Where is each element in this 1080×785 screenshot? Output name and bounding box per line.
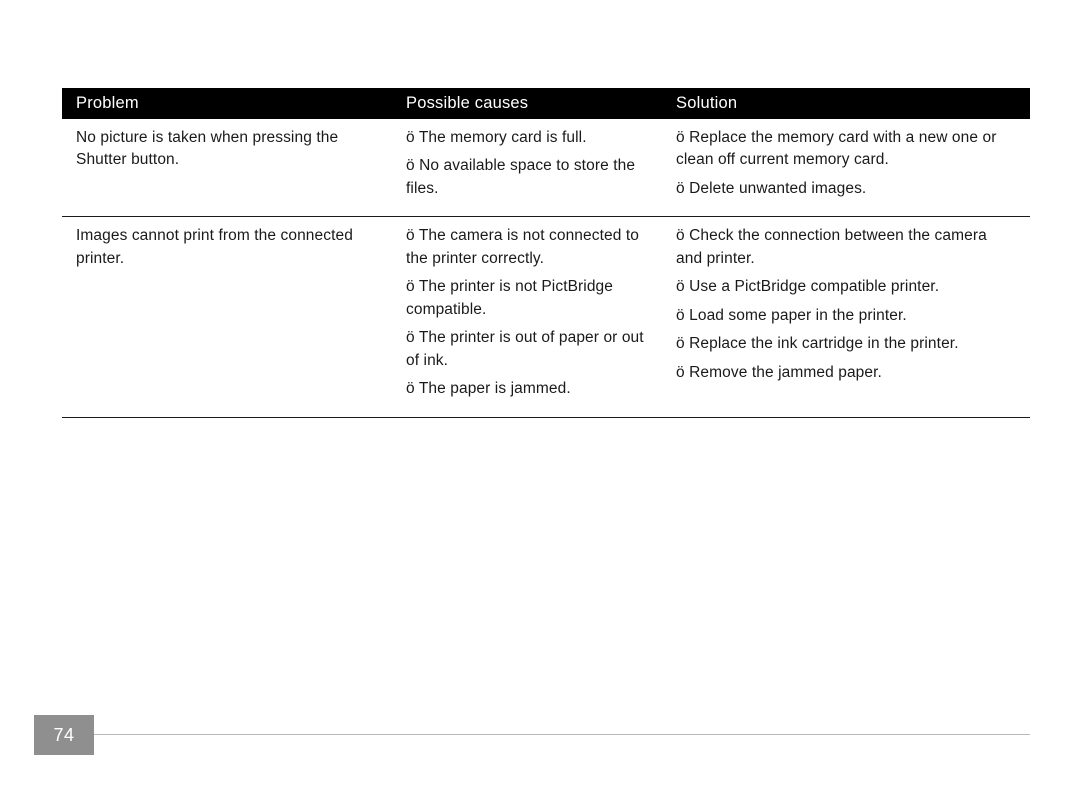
page-number: 74 <box>53 725 74 746</box>
cause-item: ö The printer is out of paper or out of … <box>406 327 648 372</box>
solution-item: ö Replace the ink cartridge in the print… <box>676 333 1016 355</box>
header-problem: Problem <box>62 88 392 119</box>
header-causes: Possible causes <box>392 88 662 119</box>
cell-causes: ö The camera is not connected to the pri… <box>392 217 662 417</box>
page-footer: 74 <box>0 715 1080 755</box>
solution-item: ö Delete unwanted images. <box>676 178 1016 200</box>
table-header-row: Problem Possible causes Solution <box>62 88 1030 119</box>
cell-solution: ö Replace the memory card with a new one… <box>662 119 1030 217</box>
solution-item: ö Use a PictBridge compatible printer. <box>676 276 1016 298</box>
cause-item: ö The printer is not PictBridge compatib… <box>406 276 648 321</box>
cause-item: ö The paper is jammed. <box>406 378 648 400</box>
cause-item: ö No available space to store the files. <box>406 155 648 200</box>
table-row: Images cannot print from the connected p… <box>62 217 1030 417</box>
cell-problem: No picture is taken when pressing the Sh… <box>62 119 392 217</box>
cell-causes: ö The memory card is full. ö No availabl… <box>392 119 662 217</box>
cell-problem: Images cannot print from the connected p… <box>62 217 392 417</box>
header-solution: Solution <box>662 88 1030 119</box>
cell-solution: ö Check the connection between the camer… <box>662 217 1030 417</box>
solution-item: ö Remove the jammed paper. <box>676 362 1016 384</box>
solution-item: ö Replace the memory card with a new one… <box>676 127 1016 172</box>
troubleshooting-table: Problem Possible causes Solution No pict… <box>62 88 1030 418</box>
troubleshooting-page: Problem Possible causes Solution No pict… <box>0 0 1080 418</box>
page-number-box: 74 <box>34 715 94 755</box>
table-row: No picture is taken when pressing the Sh… <box>62 119 1030 217</box>
solution-item: ö Check the connection between the camer… <box>676 225 1016 270</box>
footer-rule <box>94 734 1030 735</box>
cause-item: ö The memory card is full. <box>406 127 648 149</box>
cause-item: ö The camera is not connected to the pri… <box>406 225 648 270</box>
solution-item: ö Load some paper in the printer. <box>676 305 1016 327</box>
